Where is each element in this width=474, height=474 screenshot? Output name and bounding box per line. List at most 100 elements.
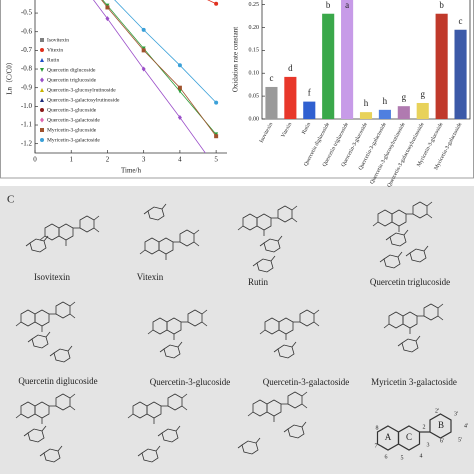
significance-letter: b [326,0,331,10]
panel-label: C [7,194,14,206]
significance-letter: g [402,92,407,102]
compound-name: Quercetin-3-galactoside [263,377,349,387]
legend-label: Myricetin-3-glucoside [47,127,97,133]
position-label: 2' [435,408,439,414]
significance-letter: c [459,16,463,26]
legend-label: Quercetin-3-glucoside [47,107,97,113]
plot [93,0,219,153]
ring-label: B [438,420,444,430]
ring-label: A [385,432,392,442]
y-tick-label: 0.00 [249,116,260,122]
legend-label: Myricetin-3-galactoside [47,137,100,143]
x-tick-label: 3 [142,156,146,164]
marker [177,115,182,121]
compound-name: Myricetin 3-galactoside [371,377,457,387]
bar [265,86,278,119]
legend-label: Rutin [47,57,59,63]
y-tick-label: 0.20 [249,25,260,31]
compound-name: Vitexin [137,272,164,282]
ring-label: C [406,432,412,442]
significance-letter: d [288,63,293,73]
y-tick-label: -0.6 [21,27,33,35]
y-tick-label: 0.10 [249,71,260,77]
marker [40,88,44,92]
y-axis-label: Ln（C/C0） [6,58,14,95]
compound-name: Isovitexin [34,272,70,282]
x-tick-label: 5 [214,156,218,164]
marker [40,77,44,83]
fit-line [93,0,206,153]
x-axis-label: Time/h [121,167,141,175]
position-label: 2 [423,424,426,430]
position-label: 4' [464,423,468,429]
marker [177,85,182,90]
y-tick-label: -0.5 [21,9,33,17]
position-label: 6 [385,454,388,460]
bar [454,29,467,119]
significance-letter: c [269,73,273,83]
position-label: 3 [427,442,430,448]
y-tick-label: -1.1 [21,121,33,129]
significance-letter: b [439,0,444,10]
marker [40,117,44,123]
marker [177,63,182,68]
fit-line [101,0,217,137]
y-tick-label: 0.15 [249,48,260,54]
marker [40,128,44,132]
compound-name: Quercetin triglucoside [370,277,450,287]
structures [16,202,452,463]
marker [105,5,110,10]
position-label: 8 [376,425,379,431]
x-tick-label: 4 [178,156,182,164]
y-tick-label: -1.2 [21,139,33,147]
marker [141,66,146,72]
significance-letter: f [308,88,311,98]
significance-letter: a [345,0,349,10]
legend-label: Quercetin-3-glucosylrutinoside [47,87,116,93]
y-tick-label: -1.0 [21,102,33,110]
bar [341,0,354,119]
x-tick-label: 0 [33,156,37,164]
position-label: 5 [401,455,404,461]
marker [40,68,44,72]
significance-letter: h [383,96,388,106]
marker [40,48,44,52]
position-label: 7 [375,443,378,449]
bar [322,13,335,119]
y-tick-label: 0.05 [249,93,260,99]
y-tick-label: -0.8 [21,65,33,73]
legend-label: Quercetin-3-galactoside [47,117,100,123]
x-tick-label: Rutin [301,122,312,136]
bar [435,13,448,119]
marker [40,138,44,142]
marker [105,16,110,22]
y-axis-label: Oxidation rate constant [232,27,240,92]
legend-label: Quercetin diglucoside [47,67,96,73]
bar [378,109,391,119]
marker [40,98,44,102]
compound-name: Rutin [248,277,269,287]
x-tick-label: 2 [106,156,110,164]
x-tick-label: 1 [69,156,73,164]
marker [40,108,44,112]
marker [40,58,44,62]
fit-line [102,0,217,135]
marker [214,100,219,105]
bar [397,106,410,119]
panel-frame [0,0,474,179]
bar [359,112,373,119]
significance-letter: g [420,89,425,99]
marker [214,1,219,6]
panel-c-bg [0,186,474,474]
legend-label: Quercetin-3-galactosylrutinoside [47,97,120,103]
bar [303,101,316,119]
marker [177,89,182,94]
plot [265,0,467,119]
marker [141,27,146,32]
marker [40,38,44,42]
y-tick-label: -0.9 [21,83,33,91]
significance-letter: h [364,98,369,108]
compound-name: Quercetin diglucoside [18,376,97,386]
bar [284,76,297,119]
